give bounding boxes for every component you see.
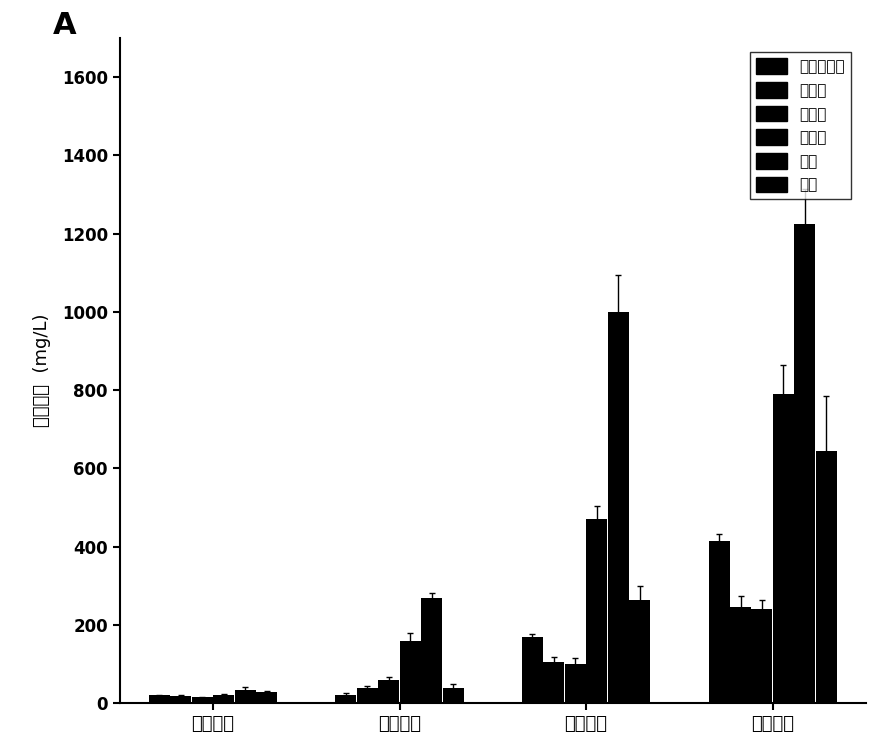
Y-axis label: 酯的浓度  (mg/L): 酯的浓度 (mg/L) <box>33 314 50 427</box>
Bar <box>795 224 816 703</box>
Bar <box>357 688 378 703</box>
Bar <box>522 637 543 703</box>
Bar <box>256 692 278 703</box>
Legend: 可溶性淠粉, 高籱粉, 麦芽糖, 葡萄糖, 乳糖, 蔗糖: 可溶性淠粉, 高籱粉, 麦芽糖, 葡萄糖, 乳糖, 蔗糖 <box>751 52 851 199</box>
Bar <box>442 687 463 703</box>
Bar <box>608 312 629 703</box>
Bar <box>773 394 794 703</box>
Bar <box>336 695 357 703</box>
Bar <box>708 541 729 703</box>
Bar <box>751 610 773 703</box>
Bar <box>421 598 442 703</box>
Bar <box>565 664 586 703</box>
Bar <box>587 519 607 703</box>
Bar <box>213 695 234 703</box>
Bar <box>629 599 650 703</box>
Bar <box>544 662 565 703</box>
Bar <box>170 696 191 703</box>
Bar <box>192 697 212 703</box>
Bar <box>816 451 837 703</box>
Text: A: A <box>53 11 76 40</box>
Bar <box>149 696 170 703</box>
Bar <box>400 640 421 703</box>
Bar <box>234 690 255 703</box>
Bar <box>730 607 751 703</box>
Bar <box>378 680 399 703</box>
